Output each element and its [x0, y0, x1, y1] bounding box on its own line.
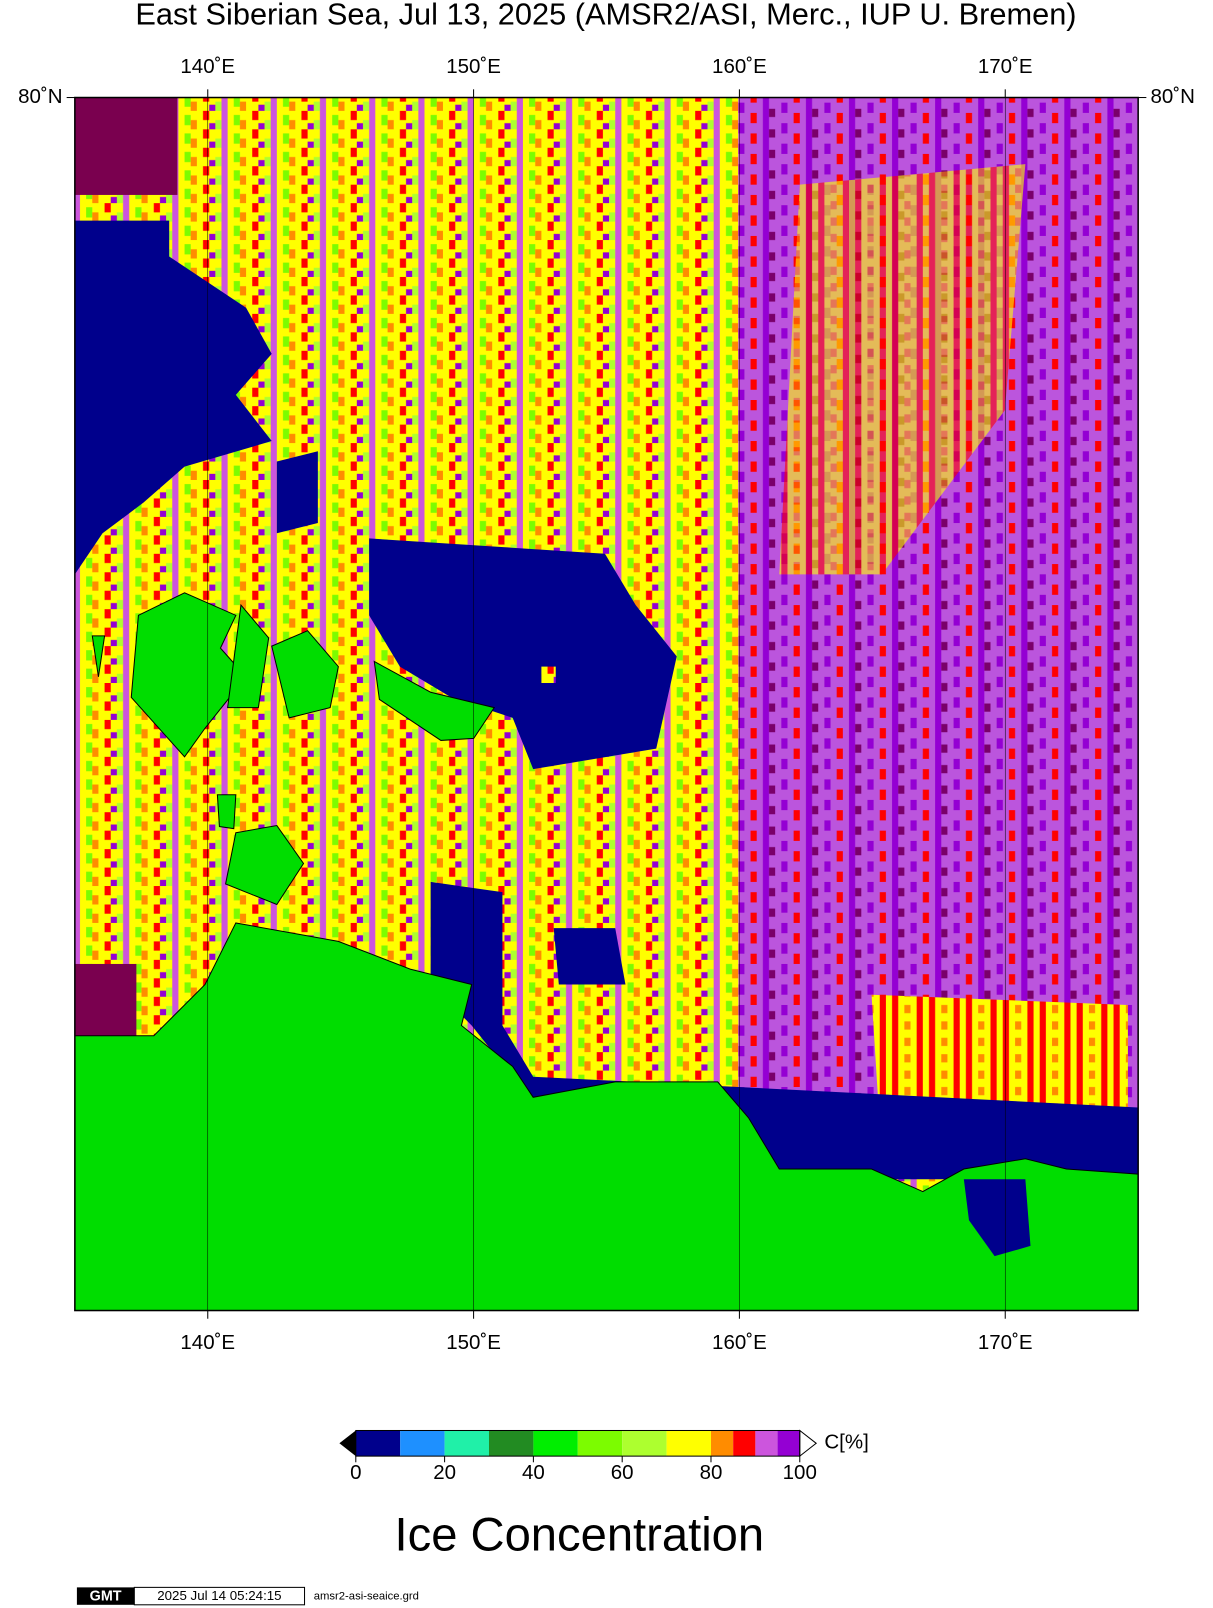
y-tick-label: 80˚N [18, 85, 62, 108]
land [74, 922, 1139, 1311]
colorbar-tick-label: 0 [350, 1461, 361, 1484]
x-tick-label: 160˚E [712, 55, 767, 78]
x-tick-label: 170˚E [978, 1331, 1033, 1354]
ice-field [779, 164, 1026, 575]
axes: 140˚E 140˚E 150˚E 150˚E 160˚E 160˚E 170˚E 170˚E… [18, 55, 1195, 1354]
map-frame [74, 96, 1139, 1312]
colorbar-title: Ice Concentration [395, 1508, 765, 1561]
colorbar-segment [488, 1430, 534, 1457]
colorbar-arrow [339, 1430, 356, 1457]
island [91, 635, 106, 677]
x-tick-label: 150˚E [446, 55, 501, 78]
logo-box [76, 1587, 135, 1605]
colorbar-arrow [799, 1429, 818, 1458]
colorbar-segment [400, 1430, 445, 1457]
x-tick-label: 140˚E [180, 55, 235, 78]
timestamp: 2025 Jul 14 05:24:15 [157, 1588, 281, 1603]
island [271, 630, 339, 719]
colorbar-segment [755, 1430, 778, 1457]
ice-field [430, 97, 739, 1026]
ice-field [74, 963, 137, 1036]
ice-field [541, 666, 556, 684]
colorbar-tick-label: 60 [611, 1461, 634, 1484]
x-tick-label: 170˚E [978, 55, 1033, 78]
colorbar: 0 20 40 60 80 100 C[%] [339, 1429, 869, 1484]
island [216, 794, 237, 830]
colorbar-segment [577, 1430, 623, 1457]
y-tick-label: 80˚N [1150, 85, 1194, 108]
colorbar-segment [622, 1430, 667, 1457]
timestamp-box [133, 1586, 306, 1606]
colorbar-tick-label: 20 [433, 1461, 456, 1484]
map-title: East Siberian Sea, Jul 13, 2025 (AMSR2/A… [135, 0, 1076, 32]
logo: GMT [90, 1588, 122, 1604]
open-water [963, 1179, 1031, 1257]
x-tick-label: 150˚E [446, 1331, 501, 1354]
x-tick-label: 160˚E [712, 1331, 767, 1354]
file-name: amsr2-asi-seaice.grd [314, 1591, 419, 1603]
colorbar-segment [710, 1430, 734, 1457]
map-area [74, 97, 1139, 1311]
colorbar-segment [777, 1430, 800, 1457]
colorbar-tick-label: 80 [700, 1461, 723, 1484]
colorbar-segment [355, 1430, 401, 1457]
open-water [430, 881, 1139, 1180]
x-tick-label: 140˚E [180, 1331, 235, 1354]
colorbar-segment [444, 1430, 489, 1457]
open-water [369, 538, 677, 770]
colorbar-tick-label: 40 [522, 1461, 545, 1484]
open-water [276, 451, 318, 534]
colorbar-segment [666, 1430, 711, 1457]
colorbar-segment [533, 1430, 578, 1457]
colorbar-tick-label: 100 [783, 1461, 817, 1484]
colorbar-unit: C[%] [824, 1431, 868, 1454]
ice-field [74, 97, 178, 195]
colorbar-segment [733, 1430, 756, 1457]
colorbar-frame [355, 1429, 801, 1457]
island [224, 824, 305, 906]
open-water [74, 220, 272, 575]
island [227, 603, 270, 709]
open-water [553, 928, 626, 985]
